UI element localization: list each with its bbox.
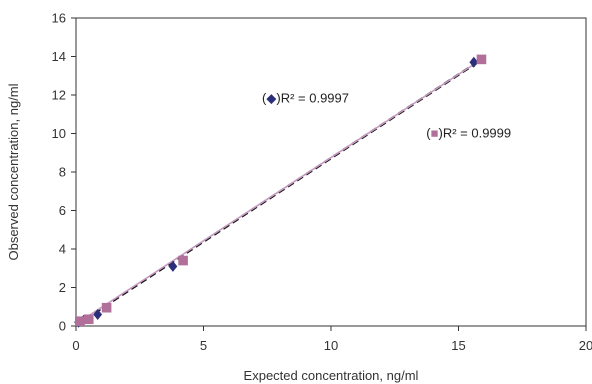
x-axis-title: Expected concentration, ng/ml — [244, 368, 419, 383]
y-tick-label: 8 — [59, 165, 66, 180]
y-tick-label: 10 — [52, 126, 66, 141]
y-tick-label: 4 — [59, 242, 66, 257]
data-point-series-2 — [178, 255, 188, 266]
data-point-series-2 — [83, 314, 94, 325]
y-tick-label: 0 — [59, 319, 66, 334]
y-tick-label: 12 — [52, 88, 66, 103]
y-tick-label: 2 — [59, 280, 66, 295]
r-squared-annotation-series-2: (■)R² = 0.9999 — [426, 125, 511, 140]
r-squared-annotation-series-1: (◆)R² = 0.9997 — [262, 91, 349, 106]
plot-area: 0 5 10 15 20 0 2 4 6 8 10 12 14 16 (◆)R² = 0.9997 (■)R²… — [52, 11, 592, 354]
y-tick-label: 14 — [52, 49, 66, 64]
x-tick-label: 10 — [324, 338, 338, 353]
data-point-series-2 — [75, 316, 85, 326]
y-tick-label: 6 — [59, 203, 66, 218]
x-tick-label: 15 — [451, 338, 465, 353]
x-tick-label: 5 — [200, 338, 207, 353]
data-point-series-1 — [469, 56, 479, 68]
plot-frame — [75, 17, 587, 327]
y-tick-label: 16 — [52, 11, 66, 26]
trendline-series-2 — [75, 58, 482, 325]
data-point-series-1 — [168, 260, 178, 272]
data-point-series-2 — [101, 302, 112, 313]
x-tick-label: 20 — [579, 338, 592, 353]
data-point-series-1 — [93, 308, 103, 320]
x-tick-label: 0 — [72, 338, 79, 353]
data-point-series-2 — [476, 54, 487, 65]
y-axis-title: Observed concentration, ng/ml — [6, 83, 21, 260]
